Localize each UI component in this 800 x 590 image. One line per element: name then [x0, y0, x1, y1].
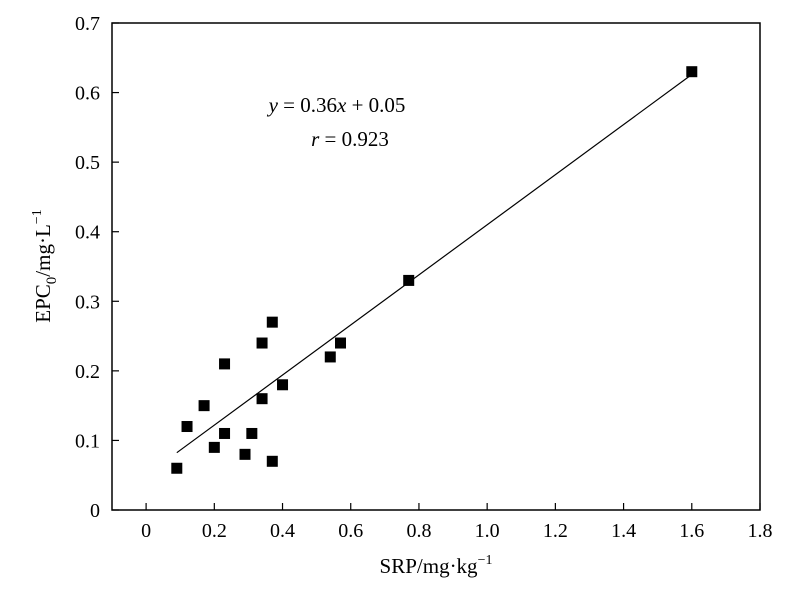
- x-tick-label: 1.2: [543, 520, 568, 542]
- regression-line: [176, 73, 693, 454]
- data-point: [335, 337, 347, 349]
- y-tick-label: 0.2: [75, 361, 100, 383]
- correlation-coefficient: r = 0.923: [311, 127, 389, 151]
- x-tick-label: 1.6: [679, 520, 704, 542]
- y-tick-label: 0.4: [75, 222, 100, 244]
- data-point: [403, 274, 415, 286]
- data-point: [686, 66, 698, 78]
- data-point: [208, 441, 220, 453]
- data-point: [277, 379, 289, 391]
- data-point: [266, 455, 278, 467]
- y-tick-label: 0.5: [75, 152, 100, 174]
- x-tick-label: 1.4: [611, 520, 636, 542]
- x-tick-label: 0.6: [338, 520, 363, 542]
- x-tick-label: 0.4: [270, 520, 295, 542]
- data-point: [246, 427, 258, 439]
- y-tick-label: 0: [90, 500, 100, 522]
- y-axis-ticks: 0 0.1 0.2 0.3 0.4 0.5 0.6 0.7: [75, 13, 119, 522]
- y-tick-label: 0.7: [75, 13, 100, 35]
- data-point: [324, 351, 336, 363]
- x-tick-label: 1.8: [748, 520, 773, 542]
- x-tick-label: 0.2: [202, 520, 227, 542]
- regression-equation: y = 0.36x + 0.05: [267, 93, 406, 117]
- data-point: [181, 421, 193, 433]
- y-axis-title: EPC0/mg·L−1: [30, 209, 60, 322]
- data-point: [219, 358, 231, 370]
- y-tick-label: 0.3: [75, 291, 100, 313]
- data-point: [198, 400, 210, 412]
- data-point: [171, 462, 183, 474]
- data-point: [256, 393, 268, 405]
- data-points: [171, 66, 698, 474]
- x-axis-ticks: 0 0.2 0.4 0.6 0.8 1.0 1.2 1.4 1.6 1.8: [141, 503, 773, 542]
- data-point: [219, 427, 231, 439]
- y-tick-label: 0.6: [75, 83, 100, 105]
- data-point: [239, 448, 251, 460]
- x-axis-title: SRP/mg·kg−1: [380, 553, 493, 578]
- data-point: [266, 316, 278, 328]
- x-tick-label: 0.8: [406, 520, 431, 542]
- y-tick-label: 0.1: [75, 430, 100, 452]
- data-point: [256, 337, 268, 349]
- x-tick-label: 1.0: [475, 520, 500, 542]
- plot-frame: [111, 22, 761, 511]
- x-tick-label: 0: [141, 520, 151, 542]
